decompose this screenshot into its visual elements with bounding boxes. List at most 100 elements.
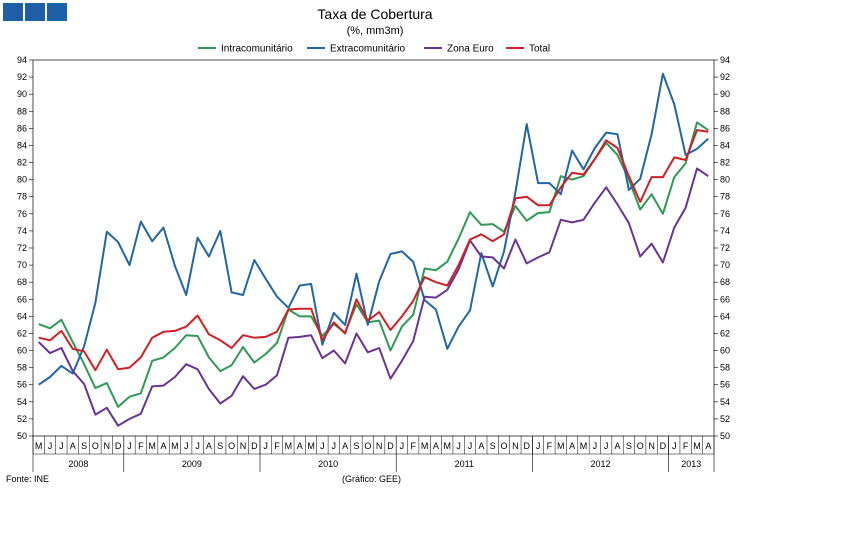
x-tick-label: J (604, 441, 609, 451)
x-tick-label: M (307, 441, 315, 451)
x-tick-label: F (138, 441, 144, 451)
year-label: 2010 (318, 459, 338, 469)
y-tick-label: 64 (17, 311, 27, 321)
x-tick-label: N (512, 441, 519, 451)
x-tick-label: A (297, 441, 303, 451)
x-tick-label: N (240, 441, 247, 451)
legend-label: Extracomunitário (330, 44, 405, 55)
x-tick-label: M (285, 441, 293, 451)
logo-block (3, 3, 23, 21)
y-tick-label: 50 (720, 431, 730, 441)
y-tick-label: 72 (720, 243, 730, 253)
x-tick-label: D (251, 441, 258, 451)
x-tick-label: M (557, 441, 565, 451)
x-tick-label: S (81, 441, 87, 451)
x-tick-label: J (127, 441, 132, 451)
x-tick-label: M (444, 441, 452, 451)
y-tick-label: 90 (17, 89, 27, 99)
y-tick-label: 74 (17, 226, 27, 236)
y-tick-label: 66 (720, 294, 730, 304)
legend-label: Total (529, 44, 550, 55)
y-tick-label: 86 (17, 123, 27, 133)
x-tick-label: M (148, 441, 156, 451)
chart-title: Taxa de Cobertura (317, 6, 433, 22)
y-tick-label: 62 (17, 328, 27, 338)
x-tick-label: A (569, 441, 575, 451)
x-tick-label: M (421, 441, 429, 451)
y-tick-label: 52 (720, 414, 730, 424)
x-tick-label: O (228, 441, 235, 451)
legend-label: Intracomunitário (221, 44, 293, 55)
x-tick-label: J (332, 441, 337, 451)
y-tick-label: 94 (17, 55, 27, 65)
y-tick-label: 54 (720, 397, 730, 407)
y-tick-label: 68 (720, 277, 730, 287)
y-tick-label: 88 (720, 106, 730, 116)
x-tick-label: F (547, 441, 553, 451)
x-tick-label: A (615, 441, 621, 451)
x-tick-label: S (217, 441, 223, 451)
y-tick-label: 92 (720, 72, 730, 82)
x-tick-label: A (70, 441, 76, 451)
y-tick-label: 58 (720, 363, 730, 373)
series-line (38, 121, 709, 408)
x-tick-label: S (353, 441, 359, 451)
x-tick-label: O (92, 441, 99, 451)
y-tick-label: 54 (17, 397, 27, 407)
x-tick-label: J (468, 441, 473, 451)
x-tick-label: J (48, 441, 53, 451)
year-label: 2008 (68, 459, 88, 469)
y-tick-label: 80 (17, 175, 27, 185)
plot-frame (32, 59, 715, 437)
year-label: 2013 (681, 459, 701, 469)
x-tick-label: M (35, 441, 43, 451)
y-tick-label: 74 (720, 226, 730, 236)
x-tick-label: F (274, 441, 280, 451)
series-line (37, 167, 709, 427)
x-tick-label: F (410, 441, 416, 451)
y-tick-label: 78 (720, 192, 730, 202)
x-tick-label: A (433, 441, 439, 451)
x-tick-label: J (536, 441, 541, 451)
y-tick-label: 70 (720, 260, 730, 270)
x-tick-label: J (184, 441, 189, 451)
x-tick-label: J (672, 441, 677, 451)
x-tick-label: D (115, 441, 122, 451)
y-tick-label: 52 (17, 414, 27, 424)
y-tick-label: 56 (720, 380, 730, 390)
x-tick-label: M (171, 441, 179, 451)
x-tick-label: D (660, 441, 667, 451)
x-tick-label: F (683, 441, 689, 451)
x-tick-label: A (342, 441, 348, 451)
y-tick-label: 80 (720, 175, 730, 185)
y-tick-label: 50 (17, 431, 27, 441)
x-tick-label: M (580, 441, 588, 451)
x-tick-label: J (59, 441, 64, 451)
x-tick-label: J (195, 441, 200, 451)
y-tick-label: 62 (720, 328, 730, 338)
y-tick-label: 84 (17, 140, 27, 150)
brand-logo (3, 3, 67, 21)
y-tick-label: 82 (17, 158, 27, 168)
x-tick-label: J (263, 441, 268, 451)
x-tick-label: D (387, 441, 394, 451)
source-note: Fonte: INE (6, 474, 50, 484)
y-tick-label: 92 (17, 72, 27, 82)
series-line (38, 129, 709, 372)
y-tick-label: 56 (17, 380, 27, 390)
credit-note: (Gráfico: GEE) (342, 474, 402, 484)
y-tick-label: 88 (17, 106, 27, 116)
x-tick-label: A (478, 441, 484, 451)
x-tick-label: A (161, 441, 167, 451)
chart-subtitle: (%, mm3m) (346, 25, 404, 37)
y-tick-label: 78 (17, 192, 27, 202)
x-tick-label: J (400, 441, 405, 451)
x-tick-label: S (490, 441, 496, 451)
x-tick-label: D (523, 441, 530, 451)
y-tick-label: 82 (720, 158, 730, 168)
y-tick-label: 84 (720, 140, 730, 150)
y-tick-label: 94 (720, 55, 730, 65)
logo-block (47, 3, 67, 21)
x-tick-label: O (501, 441, 508, 451)
